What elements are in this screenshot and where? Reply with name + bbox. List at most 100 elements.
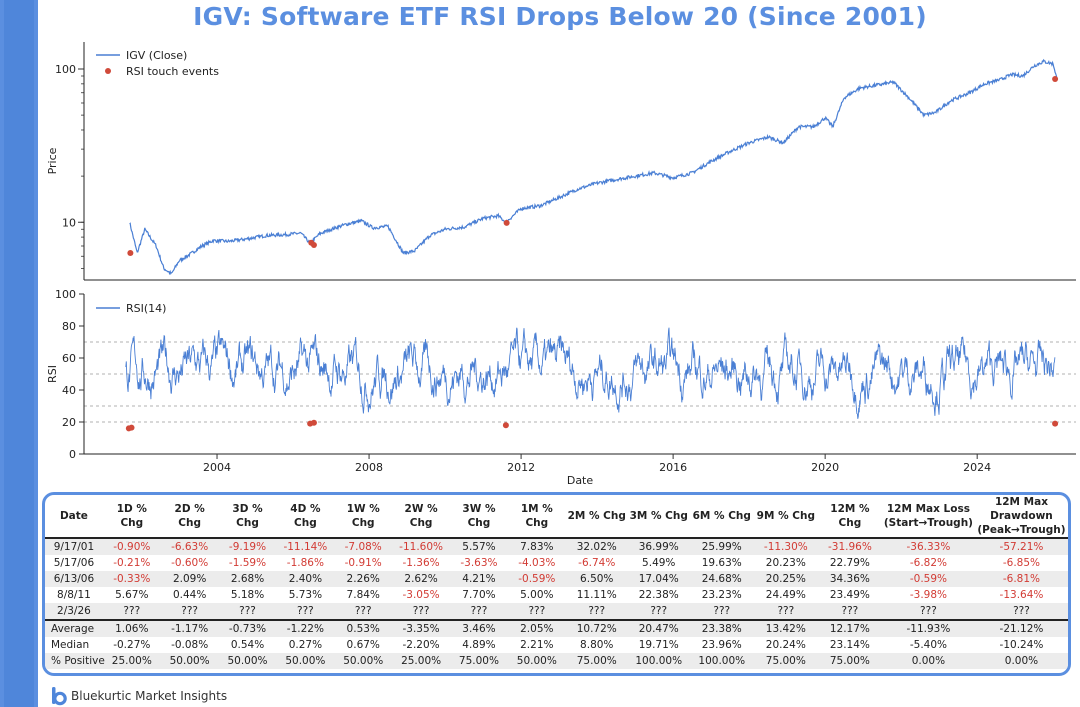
stats-cell: 20.24%: [753, 637, 818, 653]
stats-cell: 50.00%: [334, 653, 393, 669]
stats-cell: -7.08%: [334, 538, 393, 555]
stats-cell: 20.23%: [753, 555, 818, 571]
rsi-touch-event-marker: [502, 422, 509, 429]
price-legend-label-events: RSI touch events: [126, 65, 219, 78]
stats-cell: 5.73%: [276, 587, 335, 603]
stats-cell: 0.67%: [334, 637, 393, 653]
stats-cell: 8.80%: [565, 637, 628, 653]
stats-cell: -11.60%: [392, 538, 451, 555]
stats-header-cell: Date: [45, 495, 103, 539]
stats-cell: ???: [218, 603, 277, 620]
stats-cell: 0.27%: [276, 637, 335, 653]
stats-cell: 50.00%: [160, 653, 219, 669]
stats-row-label: 2/3/26: [45, 603, 103, 620]
stats-cell: -0.73%: [218, 619, 277, 637]
stats-row-label: 9/17/01: [45, 538, 103, 555]
stats-cell: -10.24%: [974, 637, 1068, 653]
stats-cell: 75.00%: [450, 653, 508, 669]
stats-cell: -9.19%: [218, 538, 277, 555]
stats-cell: -6.82%: [881, 555, 975, 571]
stats-cell: 3.46%: [450, 619, 508, 637]
stats-cell: -57.21%: [974, 538, 1068, 555]
rsi-xtick-label: 2016: [659, 461, 687, 474]
stats-cell: 4.89%: [450, 637, 508, 653]
price-touch-event-marker: [127, 250, 134, 257]
stats-cell: 100.00%: [689, 653, 754, 669]
stats-cell: -36.33%: [881, 538, 975, 555]
price-legend-marker-swatch: [105, 68, 111, 74]
stats-cell: 7.84%: [334, 587, 393, 603]
side-accent-bar: [0, 0, 38, 707]
stats-header-cell: 2M % Chg: [565, 495, 628, 539]
stats-cell: 4.21%: [450, 571, 508, 587]
price-touch-event-marker: [503, 219, 510, 226]
rsi-touch-event-marker: [128, 424, 135, 431]
stats-cell: 7.83%: [507, 538, 566, 555]
stats-cell: -3.98%: [881, 587, 975, 603]
stats-cell: 25.00%: [392, 653, 451, 669]
stats-row-label: Average: [45, 619, 103, 637]
stats-cell: -2.20%: [392, 637, 451, 653]
price-ytick-label: 10: [62, 216, 76, 229]
stats-cell: 23.14%: [817, 637, 882, 653]
rsi-touch-event-marker: [1052, 420, 1059, 427]
rsi-xtick-label: 2024: [963, 461, 991, 474]
stats-cell: 7.70%: [450, 587, 508, 603]
rsi-panel: 0 20 40 60 80 100 RSI 2004 2008 2012 2016 2020 2024 D…: [46, 288, 1076, 487]
stats-cell: ???: [392, 603, 451, 620]
stats-cell: -11.30%: [753, 538, 818, 555]
stats-cell: 5.49%: [627, 555, 690, 571]
price-ylabel: Price: [46, 147, 59, 174]
stats-cell: ???: [160, 603, 219, 620]
stats-event-row: 6/13/06 -0.33% 2.09% 2.68% 2.40% 2.26% 2.62% 4.…: [45, 571, 1068, 587]
stats-summary-row: % Positive 25.00% 50.00% 50.00% 50.00% 50.00%…: [45, 653, 1068, 669]
stats-cell: 20.47%: [627, 619, 690, 637]
stats-cell: 0.00%: [881, 653, 975, 669]
rsi-xtick-label: 2012: [507, 461, 535, 474]
stats-cell: 24.49%: [753, 587, 818, 603]
stats-cell: 50.00%: [276, 653, 335, 669]
rsi-xlabel: Date: [567, 474, 594, 487]
stats-summary-row: Median -0.27% -0.08% 0.54% 0.27% 0.67% -2.20% 4…: [45, 637, 1068, 653]
brand-name: Bluekurtic Market Insights: [71, 689, 228, 703]
stats-cell: 2.26%: [334, 571, 393, 587]
stats-header-cell: 2W % Chg: [392, 495, 451, 539]
stats-cell: -1.36%: [392, 555, 451, 571]
chart-title: IGV: Software ETF RSI Drops Below 20 (Si…: [193, 2, 927, 31]
stats-cell: 20.25%: [753, 571, 818, 587]
stats-row-label: % Positive: [45, 653, 105, 669]
stats-cell: -1.86%: [276, 555, 335, 571]
stats-cell: 2.21%: [507, 637, 566, 653]
stats-header-cell: 1W % Chg: [334, 495, 393, 539]
stats-cell: 50.00%: [507, 653, 566, 669]
stats-cell: 13.42%: [753, 619, 818, 637]
stats-row-label: 5/17/06: [45, 555, 103, 571]
rsi-touch-event-marker: [310, 419, 317, 426]
price-legend-label-close: IGV (Close): [126, 49, 187, 62]
stats-cell: ???: [334, 603, 393, 620]
stats-cell: 100.00%: [627, 653, 690, 669]
stats-cell: -0.91%: [334, 555, 393, 571]
stats-cell: -0.59%: [507, 571, 566, 587]
stats-cell: -0.60%: [160, 555, 219, 571]
stats-summary-row: Average 1.06% -1.17% -0.73% -1.22% 0.53% -3.35…: [45, 619, 1068, 637]
price-touch-event-marker: [1052, 76, 1059, 83]
stats-cell: ???: [753, 603, 818, 620]
stats-cell: 34.36%: [817, 571, 882, 587]
stats-cell: -0.33%: [102, 571, 161, 587]
stats-header-cell: 9M % Chg: [753, 495, 818, 539]
stats-cell: ???: [881, 603, 975, 620]
stats-cell: 5.57%: [450, 538, 508, 555]
stats-cell: 36.99%: [627, 538, 690, 555]
stats-cell: -0.08%: [160, 637, 219, 653]
stats-cell: 75.00%: [817, 653, 882, 669]
stats-body: 9/17/01 -0.90% -6.63% -9.19% -11.14% -7.08% -1…: [45, 538, 1068, 669]
price-series-line: [129, 58, 1058, 276]
stats-row-label: Median: [45, 637, 103, 653]
price-ytick-label: 100: [55, 63, 76, 76]
stats-cell: 0.00%: [974, 653, 1068, 669]
stats-header-row: Date 1D % Chg 2D % Chg 3D % Chg 4D % Chg 1W %…: [45, 495, 1068, 539]
stats-cell: 23.96%: [689, 637, 754, 653]
stats-cell: ???: [102, 603, 161, 620]
stats-event-row: 2/3/26??????????????????????????????????…: [45, 603, 1068, 620]
